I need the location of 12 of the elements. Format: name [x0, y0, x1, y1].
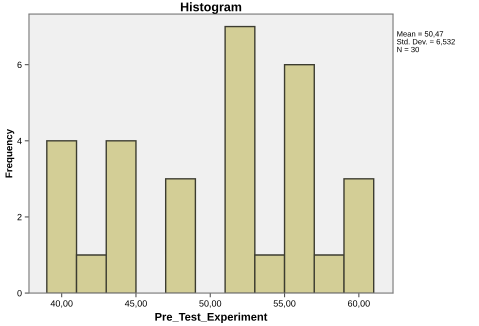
y-tick-label: 4 — [17, 138, 22, 144]
y-tick-label: 2 — [17, 214, 22, 220]
y-axis-title: Frequency — [6, 129, 14, 178]
x-axis-title: Pre_Test_Experiment — [155, 312, 268, 323]
y-tick-label: 6 — [17, 62, 22, 68]
x-tick-label: 60,00 — [348, 300, 370, 308]
y-tick-label: 0 — [17, 290, 22, 296]
x-tick-label: 40,00 — [50, 300, 73, 308]
x-tick-label: 50,00 — [199, 300, 222, 308]
chart-title: Histogram — [180, 2, 242, 14]
x-tick-label: 55,00 — [274, 300, 296, 308]
x-tick-label: 45,00 — [124, 300, 147, 308]
